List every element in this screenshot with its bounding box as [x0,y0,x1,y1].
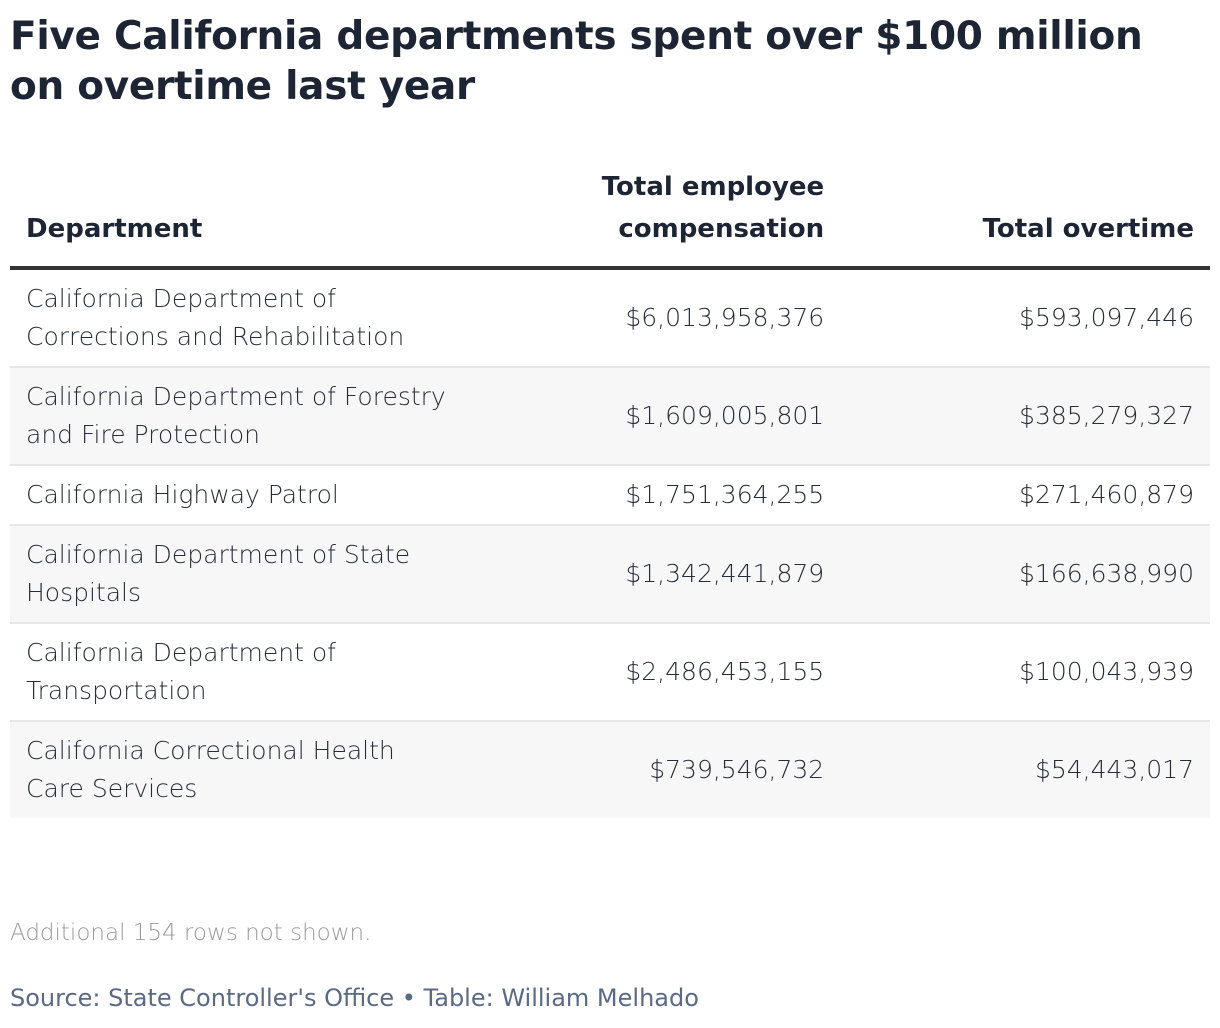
cell-compensation: $1,751,364,255 [469,465,841,526]
cell-department: California Department of Transportation [10,623,470,722]
cell-overtime: $166,638,990 [840,525,1210,624]
cell-overtime: $100,043,939 [840,623,1210,722]
table-row: California Department of Transportation $… [10,623,1210,722]
table-row: California Department of State Hospitals… [10,525,1210,624]
table-row: California Department of Forestry and Fi… [10,367,1210,466]
cell-overtime: $385,279,327 [840,367,1210,466]
column-header-compensation[interactable]: Total employee compensation [469,166,841,270]
table-row: California Department of Corrections and… [10,268,1210,368]
cell-overtime: $593,097,446 [840,268,1210,368]
cell-compensation: $739,546,732 [469,721,841,818]
cell-department: California Department of Forestry and Fi… [10,367,470,466]
column-header-overtime[interactable]: Total overtime [840,166,1210,270]
cell-department: California Department of State Hospitals [10,525,470,624]
data-table: Department Total employee compensation T… [10,166,1210,818]
table-title: Five California departments spent over $… [10,14,1143,109]
rows-not-shown-note: Additional 154 rows not shown. [10,920,372,946]
header-row: Department Total employee compensation T… [10,166,1210,270]
cell-compensation: $6,013,958,376 [469,268,841,368]
cell-overtime: $54,443,017 [840,721,1210,818]
cell-department: California Correctional Health Care Serv… [10,721,470,818]
cell-compensation: $1,342,441,879 [469,525,841,624]
cell-department: California Department of Corrections and… [10,268,470,368]
table-row: California Correctional Health Care Serv… [10,721,1210,818]
table-row: California Highway Patrol $1,751,364,255 $… [10,465,1210,526]
column-header-department[interactable]: Department [10,166,470,270]
cell-compensation: $1,609,005,801 [469,367,841,466]
cell-overtime: $271,460,879 [840,465,1210,526]
cell-department: California Highway Patrol [10,465,470,526]
cell-compensation: $2,486,453,155 [469,623,841,722]
source-credit: Source: State Controller's Office • Tabl… [10,984,699,1012]
